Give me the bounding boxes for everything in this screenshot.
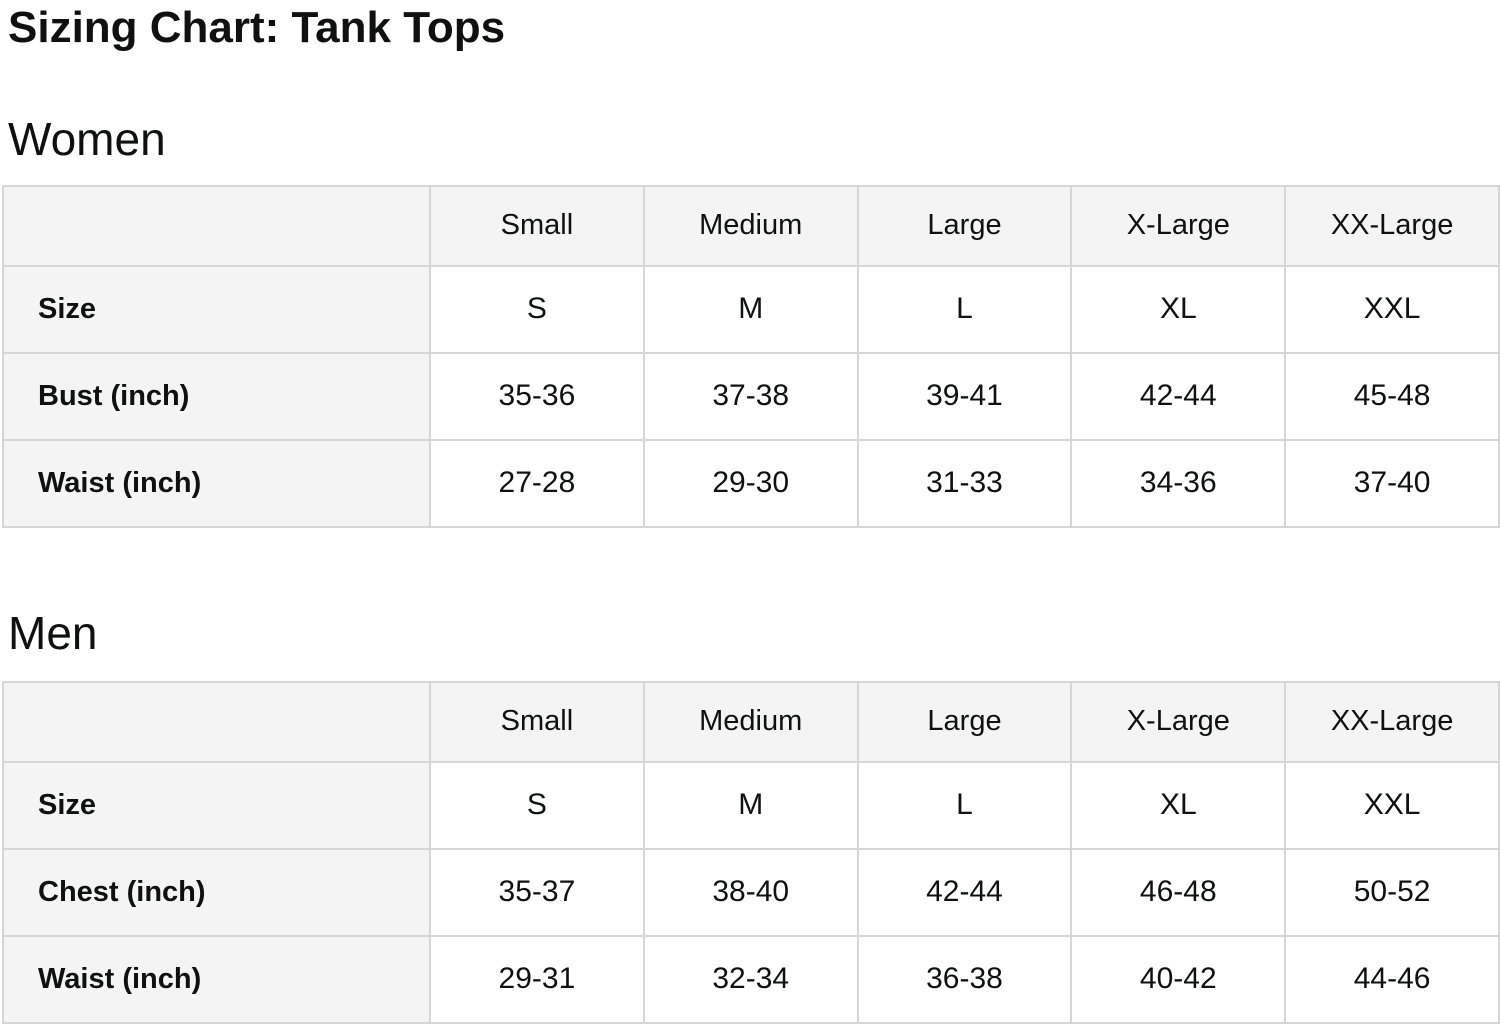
size-cell: 31-33 [856, 438, 1073, 528]
row-label: Size [2, 760, 431, 850]
size-cell: 35-37 [429, 847, 645, 937]
size-cell: XL [1070, 264, 1287, 354]
size-cell: 44-46 [1284, 934, 1500, 1024]
page-title: Sizing Chart: Tank Tops [8, 3, 506, 52]
column-header: XX-Large [1284, 184, 1500, 267]
table-row: Bust (inch) 35-36 37-38 39-41 42-44 45-4… [2, 351, 1500, 441]
size-cell: 29-31 [429, 934, 645, 1024]
men-sizing-table: Small Medium Large X-Large XX-Large Size… [2, 680, 1500, 1024]
table-row: Chest (inch) 35-37 38-40 42-44 46-48 50-… [2, 847, 1500, 937]
size-cell: 40-42 [1070, 934, 1287, 1024]
size-cell: S [429, 760, 645, 850]
column-header: Small [429, 680, 645, 763]
size-cell: XL [1070, 760, 1287, 850]
size-cell: 34-36 [1070, 438, 1287, 528]
corner-cell [2, 680, 431, 763]
men-section-heading: Men [8, 606, 98, 659]
table-header-row: Small Medium Large X-Large XX-Large [2, 184, 1500, 267]
column-header: Medium [642, 680, 859, 763]
size-cell: M [642, 760, 859, 850]
row-label: Waist (inch) [2, 438, 431, 528]
size-cell: L [856, 264, 1073, 354]
size-cell: 45-48 [1284, 351, 1500, 441]
column-header: XX-Large [1284, 680, 1500, 763]
size-cell: 38-40 [642, 847, 859, 937]
women-section: Women Small Medium Large X-Large XX-Larg… [2, 113, 1500, 528]
row-label: Size [2, 264, 431, 354]
size-cell: XXL [1284, 760, 1500, 850]
size-cell: 46-48 [1070, 847, 1287, 937]
size-cell: 39-41 [856, 351, 1073, 441]
row-label: Bust (inch) [2, 351, 431, 441]
size-cell: 35-36 [429, 351, 645, 441]
size-cell: L [856, 760, 1073, 850]
table-row: Size S M L XL XXL [2, 760, 1500, 850]
men-section: Men Small Medium Large X-Large XX-Large … [2, 606, 1500, 1024]
size-cell: S [429, 264, 645, 354]
size-cell: 37-38 [642, 351, 859, 441]
column-header: Small [429, 184, 645, 267]
size-cell: M [642, 264, 859, 354]
column-header: X-Large [1070, 680, 1287, 763]
table-header-row: Small Medium Large X-Large XX-Large [2, 680, 1500, 763]
size-cell: 42-44 [856, 847, 1073, 937]
row-label: Waist (inch) [2, 934, 431, 1024]
size-cell: 50-52 [1284, 847, 1500, 937]
size-cell: 36-38 [856, 934, 1073, 1024]
table-row: Waist (inch) 27-28 29-30 31-33 34-36 37-… [2, 438, 1500, 528]
row-label: Chest (inch) [2, 847, 431, 937]
size-cell: 42-44 [1070, 351, 1287, 441]
size-cell: 27-28 [429, 438, 645, 528]
column-header: X-Large [1070, 184, 1287, 267]
women-section-heading: Women [8, 113, 166, 166]
women-sizing-table: Small Medium Large X-Large XX-Large Size… [2, 184, 1500, 528]
corner-cell [2, 184, 431, 267]
column-header: Large [856, 680, 1073, 763]
column-header: Medium [642, 184, 859, 267]
table-row: Size S M L XL XXL [2, 264, 1500, 354]
table-row: Waist (inch) 29-31 32-34 36-38 40-42 44-… [2, 934, 1500, 1024]
size-cell: 29-30 [642, 438, 859, 528]
size-cell: 37-40 [1284, 438, 1500, 528]
size-cell: XXL [1284, 264, 1500, 354]
column-header: Large [856, 184, 1073, 267]
size-cell: 32-34 [642, 934, 859, 1024]
